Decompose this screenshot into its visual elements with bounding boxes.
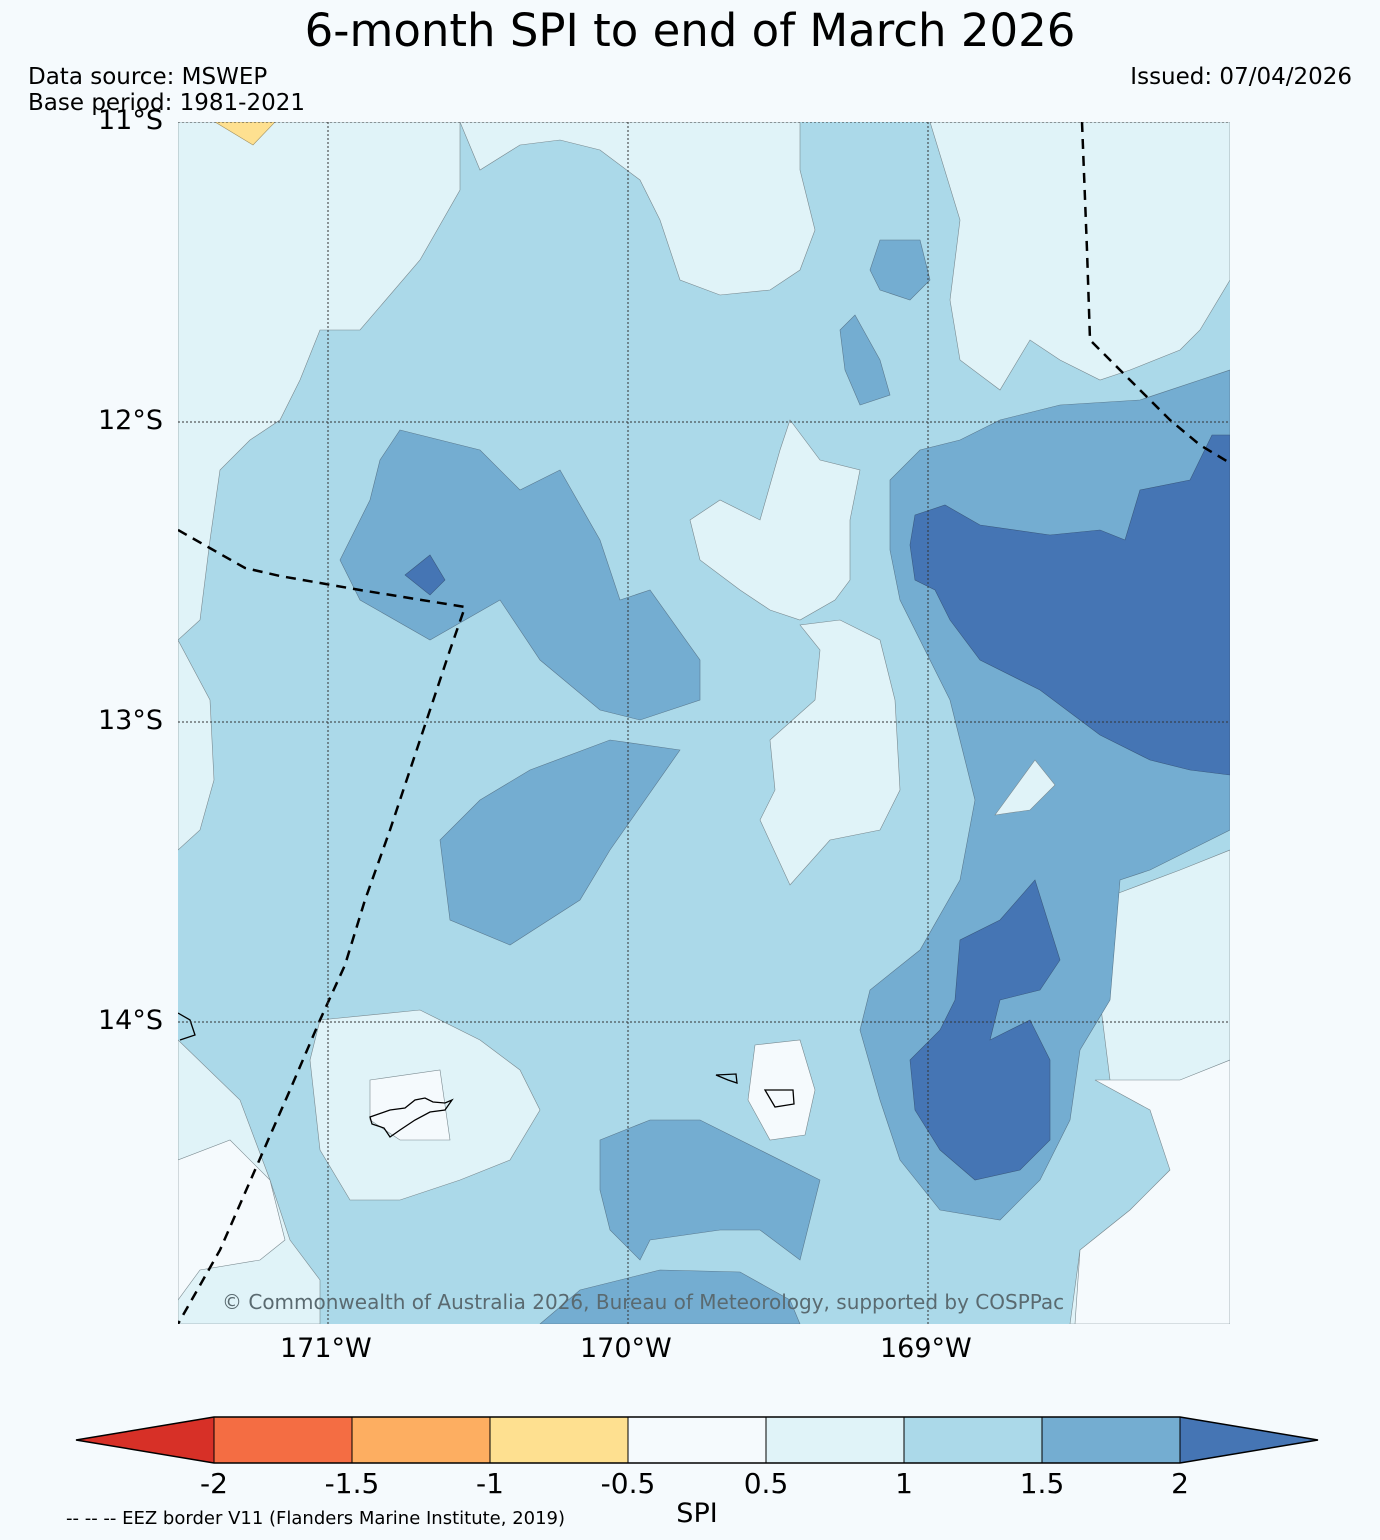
colorbar-tick-label: -1 [476, 1467, 504, 1500]
spi-region-mid-southwest [439, 739, 681, 946]
copyright-notice: © Commonwealth of Australia 2026, Bureau… [222, 1290, 1065, 1314]
spi-region-light-center [689, 419, 861, 621]
colorbar-bin-7 [1042, 1417, 1180, 1463]
colorbar-bin-3 [490, 1417, 628, 1463]
colorbar-extend-high [1180, 1417, 1318, 1463]
colorbar-tick-label: 1.5 [1019, 1467, 1065, 1500]
colorbar-bin-5 [766, 1417, 904, 1463]
colorbar-extend-low [76, 1417, 214, 1463]
colorbar-tick-label: -2 [200, 1467, 228, 1500]
colorbar-tick-label: -1.5 [324, 1467, 380, 1500]
spi-region-white-south [369, 1069, 451, 1141]
spi-region-white-southwest [178, 1139, 286, 1301]
colorbar-outline [75, 1416, 1319, 1464]
colorbar-tick-label: -0.5 [600, 1467, 656, 1500]
lon-tick-label: 170°W [580, 1333, 672, 1364]
spi-region-dark-southeast [909, 879, 1061, 1181]
colorbar-title: SPI [676, 1498, 718, 1529]
spi-region-mid-bottom [539, 1269, 801, 1324]
spi-region-light-center2 [759, 619, 901, 886]
spi-region-dark-east [909, 434, 1230, 776]
colorbar-tick-label: 1 [895, 1467, 913, 1500]
colorbar-bin-6 [904, 1417, 1042, 1463]
spi-region-mid-south [599, 1119, 821, 1261]
spi-region-light-west2 [178, 639, 215, 851]
lat-tick-label: 13°S [98, 705, 163, 736]
island-tutuila [369, 1097, 454, 1138]
lon-tick-label: 169°W [880, 1333, 972, 1364]
lat-tick-label: 14°S [98, 1005, 163, 1036]
spi-region-light-northeast [929, 122, 1230, 391]
eez-border-west [178, 528, 467, 1324]
map-title: 6-month SPI to end of March 2026 [304, 4, 1076, 57]
data-source: Data source: MSWEP [28, 64, 268, 90]
colorbar-tick-label: 0.5 [743, 1467, 789, 1500]
eez-footnote: -- -- -- EEZ border V11 (Flanders Marine… [66, 1508, 566, 1529]
spi-region-mid-north1 [869, 239, 931, 301]
eez-border-east [1080, 122, 1230, 465]
colorbar-bin-4 [628, 1417, 766, 1463]
island-ofu [715, 1073, 738, 1084]
lat-tick-label: 12°S [98, 405, 163, 436]
colorbar-bin-2 [352, 1417, 490, 1463]
colorbar [75, 1416, 1319, 1464]
graticule [178, 122, 1230, 1324]
lon-tick-label: 171°W [280, 1333, 372, 1364]
spi-region-light-west [178, 122, 461, 641]
spi-region-light-north [459, 122, 816, 296]
base-period: Base period: 1981-2021 [28, 90, 306, 116]
colorbar-bin-1 [214, 1417, 352, 1463]
island-samoa [178, 1012, 196, 1041]
spi-region-white-southeast [1074, 1059, 1230, 1324]
spi-region-yellow [214, 122, 276, 146]
issued-date: Issued: 07/04/2026 [1130, 64, 1352, 90]
island-tau [763, 1089, 795, 1108]
lat-tick-label: 11°S [98, 105, 163, 136]
spi-region-mid-north2 [839, 314, 891, 406]
colorbar-tick-label: 2 [1171, 1467, 1189, 1500]
spi-region-dark-small [404, 554, 446, 596]
spi-map-area [178, 122, 1230, 1324]
spi-region-light-east-spot [994, 759, 1056, 816]
spi-region-mid-west [339, 429, 701, 721]
